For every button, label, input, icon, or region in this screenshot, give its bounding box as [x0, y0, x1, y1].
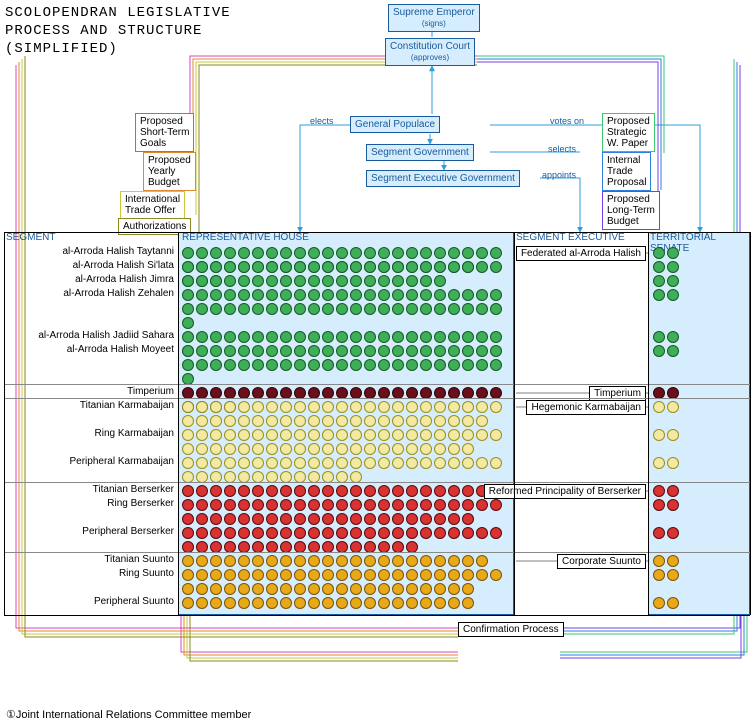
exec-group-label: Federated al-Arroda Halish: [516, 246, 646, 261]
senate-dots: [652, 246, 692, 260]
senate-dots: [652, 526, 692, 540]
senate-dots: [652, 428, 692, 442]
rep-house-dots: [181, 568, 511, 596]
segment-divider: [4, 482, 750, 483]
proposal-label: ProposedYearlyBudget: [143, 152, 196, 191]
chamber-border: [750, 232, 751, 615]
footnote: ①Joint International Relations Committee…: [6, 708, 251, 721]
rep-house-dots: [181, 274, 511, 288]
senate-dots: [652, 288, 692, 302]
segment-name: Peripheral Berserker: [4, 526, 174, 537]
segment-name: al-Arroda Halish Zehalen: [4, 288, 174, 299]
senate-dots: [652, 484, 692, 498]
supreme-emperor-box: Supreme Emperor(signs): [388, 4, 480, 32]
segment-name: Peripheral Karmabaijan: [4, 456, 174, 467]
senate-dots: [652, 498, 692, 512]
segment-name: Titanian Berserker: [4, 484, 174, 495]
proposal-label: ProposedLong-TermBudget: [602, 191, 660, 230]
exec-group-label: Hegemonic Karmabaijan: [526, 400, 646, 415]
diagram-title: SCOLOPENDRAN LEGISLATIVE PROCESS AND STR…: [5, 4, 231, 59]
chamber-border: [514, 232, 515, 615]
rep-house-dots: [181, 596, 511, 610]
segment-name: al-Arroda Halish Jadiid Sahara: [4, 330, 174, 341]
rep-house-dots: [181, 526, 511, 554]
chamber-border: [648, 232, 649, 615]
senate-dots: [652, 596, 692, 610]
senate-dots: [652, 554, 692, 568]
chamber-border: [4, 232, 750, 233]
segment-name: Timperium: [4, 386, 174, 397]
chamber-border: [4, 615, 750, 616]
rep-house-dots: [181, 484, 511, 498]
senate-dots: [652, 260, 692, 274]
confirmation-process-box: Confirmation Process: [458, 622, 564, 637]
elects-label: elects: [310, 116, 334, 126]
seg-exec-header: SEGMENT EXECUTIVE: [516, 232, 625, 243]
rep-house-dots: [181, 498, 511, 526]
rep-house-header: REPRESENTATIVE HOUSE: [182, 232, 309, 243]
segment-name: Ring Suunto: [4, 568, 174, 579]
segment-name: al-Arroda Halish Taytanni: [4, 246, 174, 257]
segment-divider: [4, 552, 750, 553]
chamber-border: [4, 232, 5, 615]
segment-name: Peripheral Suunto: [4, 596, 174, 607]
segment-name: Titanian Suunto: [4, 554, 174, 565]
appoints-label: appoints: [542, 170, 576, 180]
proposal-label: ProposedShort-TermGoals: [135, 113, 194, 152]
segment-exec-gov-box: Segment Executive Government: [366, 170, 520, 187]
segment-name: Ring Karmabaijan: [4, 428, 174, 439]
segment-divider: [4, 384, 750, 385]
rep-house-dots: [181, 288, 511, 330]
segment-name: Titanian Karmabaijan: [4, 400, 174, 411]
senate-dots: [652, 330, 692, 344]
senate-dots: [652, 456, 692, 470]
rep-house-dots: [181, 400, 511, 428]
proposal-label: InternationalTrade Offer: [120, 191, 185, 219]
segment-name: al-Arroda Halish Moyeet: [4, 344, 174, 355]
selects-label: selects: [548, 144, 576, 154]
proposal-label: ProposedStrategicW. Paper: [602, 113, 655, 152]
segment-header: SEGMENT: [6, 232, 55, 243]
rep-house-dots: [181, 456, 511, 484]
senate-dots: [652, 344, 692, 358]
segment-name: Ring Berserker: [4, 498, 174, 509]
segment-name: al-Arroda Halish Jimra: [4, 274, 174, 285]
segment-name: al-Arroda Halish Si'lata: [4, 260, 174, 271]
proposal-label: InternalTradeProposal: [602, 152, 651, 191]
exec-group-label: Corporate Suunto: [557, 554, 646, 569]
segment-government-box: Segment Government: [366, 144, 474, 161]
segment-divider: [4, 398, 750, 399]
senate-dots: [652, 274, 692, 288]
votes-on-label: votes on: [550, 116, 584, 126]
rep-house-dots: [181, 428, 511, 456]
constitution-court-box: Constitution Court(approves): [385, 38, 475, 66]
rep-house-dots: [181, 554, 511, 568]
exec-group-label: Reformed Principality of Berserker: [484, 484, 646, 499]
senate-dots: [652, 568, 692, 582]
rep-house-dots: [181, 344, 511, 386]
senate-dots: [652, 400, 692, 414]
chamber-border: [178, 232, 179, 615]
general-populace-box: General Populace: [350, 116, 440, 133]
